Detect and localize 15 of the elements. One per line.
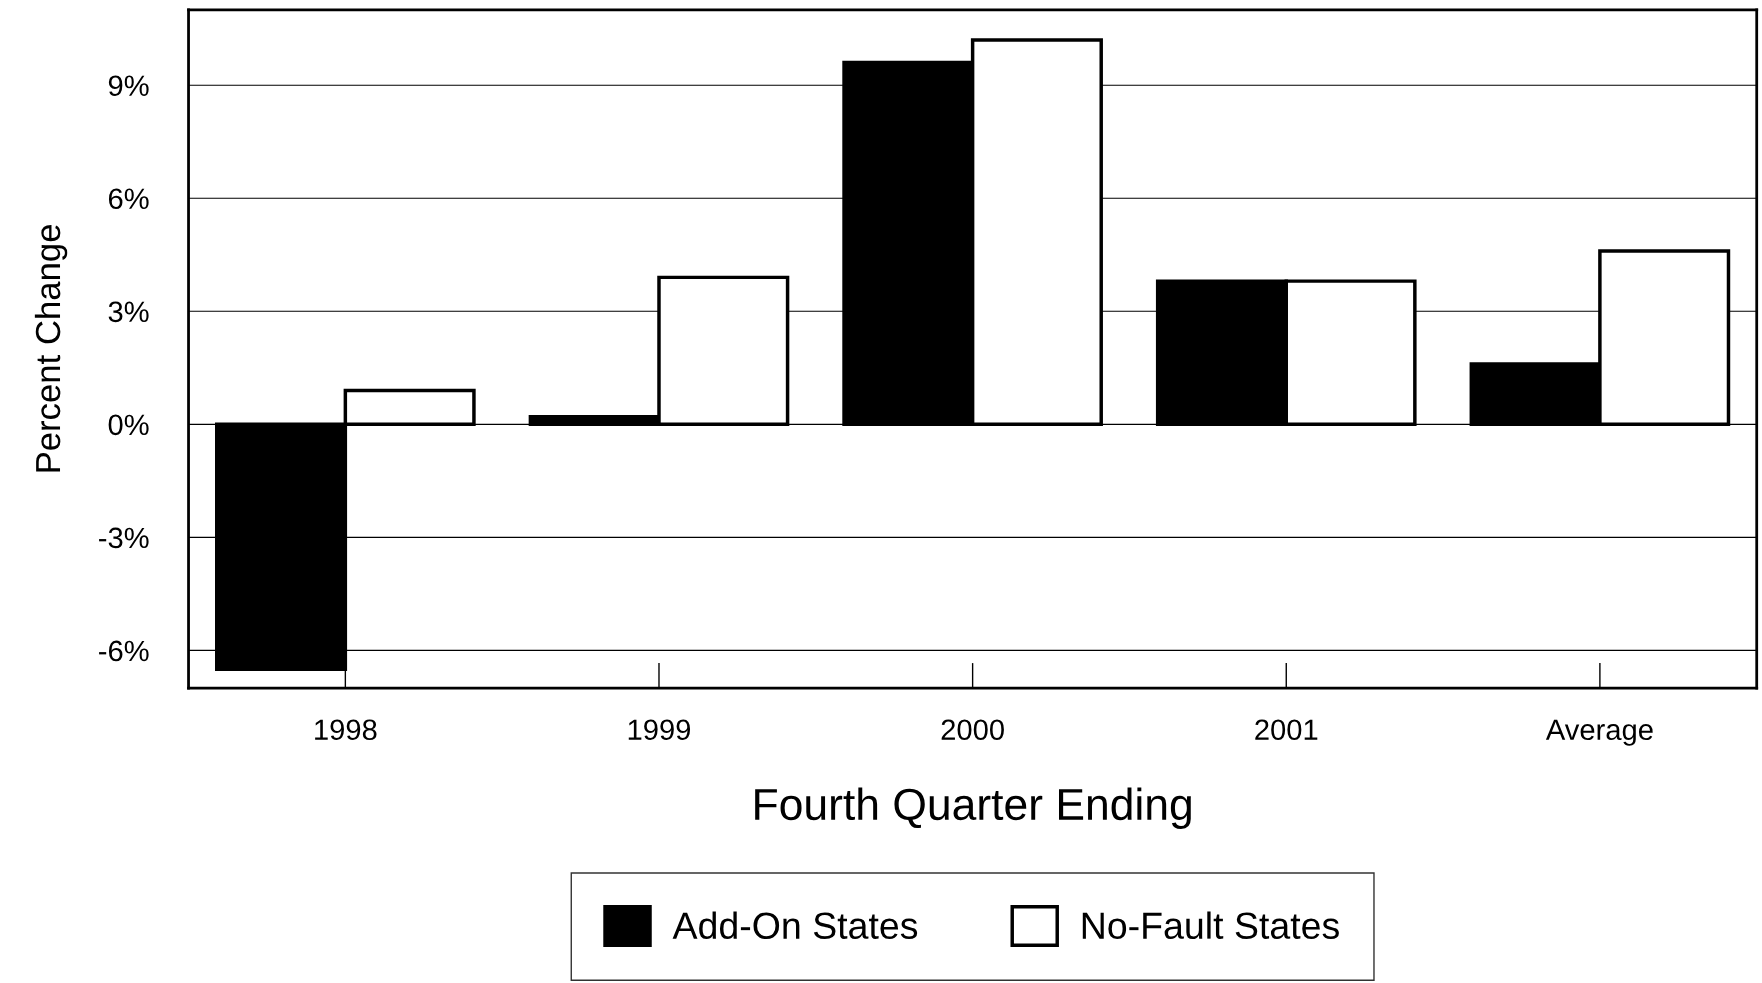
x-tick-label: Average — [1545, 719, 1653, 746]
y-tick-label: -6% — [99, 640, 149, 662]
y-tick-label: 0% — [108, 414, 149, 436]
legend-label: Add-On States — [672, 911, 918, 940]
x-axis-title: Fourth Quarter Ending — [755, 787, 1191, 829]
x-tick-label: 1998 — [315, 719, 377, 741]
legend-label: No-Fault States — [1082, 911, 1339, 940]
y-tick-label: 3% — [108, 301, 149, 323]
x-tick-label: 2001 — [1255, 719, 1318, 741]
x-tick-label: 2000 — [941, 719, 1004, 741]
y-axis-title: Percent Change — [34, 225, 68, 472]
y-tick-label: 9% — [108, 75, 149, 97]
y-tick-label: -3% — [99, 527, 149, 549]
x-tick-label: 1999 — [628, 719, 691, 741]
y-tick-label: 6% — [108, 188, 149, 210]
